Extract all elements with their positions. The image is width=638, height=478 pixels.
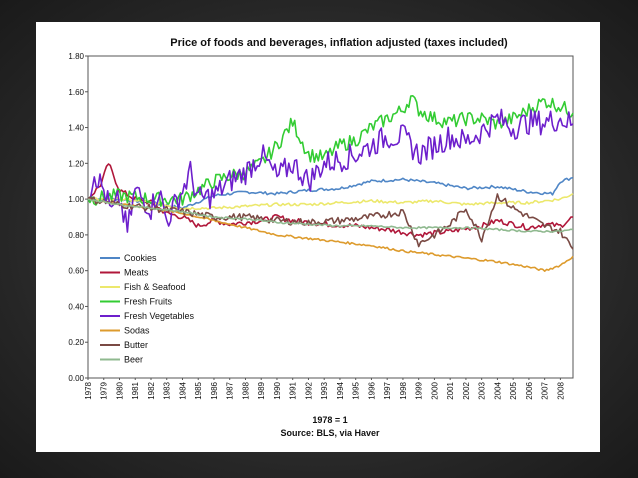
x-tick-label: 2000: [430, 381, 439, 399]
series-line: [87, 198, 574, 233]
x-tick-label: 1997: [383, 381, 392, 399]
series-line: [87, 108, 574, 233]
x-tick-label: 1999: [415, 381, 424, 399]
x-tick-label: 2002: [462, 381, 471, 399]
line-chart: Price of foods and beverages, inflation …: [68, 37, 574, 438]
x-axis-label: 1978 = 1: [312, 415, 347, 425]
x-tick-label: 2003: [478, 381, 487, 399]
x-tick-label: 1981: [131, 381, 140, 399]
legend-label: Fresh Fruits: [124, 297, 173, 307]
x-tick-label: 1980: [115, 381, 124, 399]
x-tick-label: 1987: [226, 381, 235, 399]
source-note: Source: BLS, via Haver: [280, 428, 380, 438]
y-tick-label: 1.60: [68, 88, 84, 97]
legend-label: Beer: [124, 355, 143, 365]
legend-label: Fresh Vegetables: [124, 311, 195, 321]
x-tick-label: 2001: [446, 381, 455, 399]
chart-title: Price of foods and beverages, inflation …: [170, 37, 508, 49]
legend-label: Meats: [124, 268, 149, 278]
legend: Cookies Meats Fish & Seafood Fresh Fruits Fr…: [100, 253, 195, 365]
x-tick-label: 1992: [304, 381, 313, 399]
x-tick-label: 1985: [194, 381, 203, 399]
x-tick-label: 1986: [210, 381, 219, 399]
legend-label: Butter: [124, 340, 148, 350]
x-tick-label: 2005: [509, 381, 518, 399]
x-tick-label: 1996: [367, 381, 376, 399]
x-tick-label: 1989: [257, 381, 266, 399]
y-tick-label: 0.40: [68, 302, 84, 311]
series-lines: [87, 95, 574, 272]
series-line: [87, 193, 574, 211]
x-tick-label: 1988: [241, 381, 250, 399]
y-tick-label: 1.40: [68, 124, 84, 133]
legend-label: Sodas: [124, 326, 150, 336]
x-tick-label: 1994: [336, 381, 345, 399]
x-tick-label: 2006: [525, 381, 534, 399]
x-tick-label: 1995: [352, 381, 361, 399]
x-tick-label: 1978: [84, 381, 93, 399]
legend-label: Fish & Seafood: [124, 282, 186, 292]
y-tick-label: 1.00: [68, 195, 84, 204]
y-tick-label: 0.60: [68, 267, 84, 276]
y-tick-label: 1.20: [68, 159, 84, 168]
x-tick-label: 1982: [147, 381, 156, 399]
x-tick-label: 2008: [556, 381, 565, 399]
y-tick-label: 0.00: [68, 374, 84, 383]
x-tick-label: 1983: [163, 381, 172, 399]
y-tick-label: 1.80: [68, 52, 84, 61]
x-tick-label: 1993: [320, 381, 329, 399]
chart-panel: Price of foods and beverages, inflation …: [36, 22, 600, 452]
legend-label: Cookies: [124, 253, 157, 263]
x-tick-label: 2004: [493, 381, 502, 399]
x-tick-label: 1991: [289, 381, 298, 399]
series-line: [87, 193, 574, 250]
x-tick-label: 1979: [100, 381, 109, 399]
y-tick-label: 0.20: [68, 338, 84, 347]
plot-area: [87, 55, 574, 379]
x-tick-label: 1990: [273, 381, 282, 399]
y-tick-label: 0.80: [68, 231, 84, 240]
x-tick-label: 1998: [399, 381, 408, 399]
x-tick-label: 1984: [178, 381, 187, 399]
x-tick-label: 2007: [541, 381, 550, 399]
x-axis-ticks: 1978 1979 1980 1981 1982 1983 1984 1985 1986 1987…: [84, 378, 565, 400]
y-axis-ticks: 0.00 0.20 0.40 0.60 0.80 1.00 1.20 1.40 1.60 1.80: [68, 52, 88, 383]
